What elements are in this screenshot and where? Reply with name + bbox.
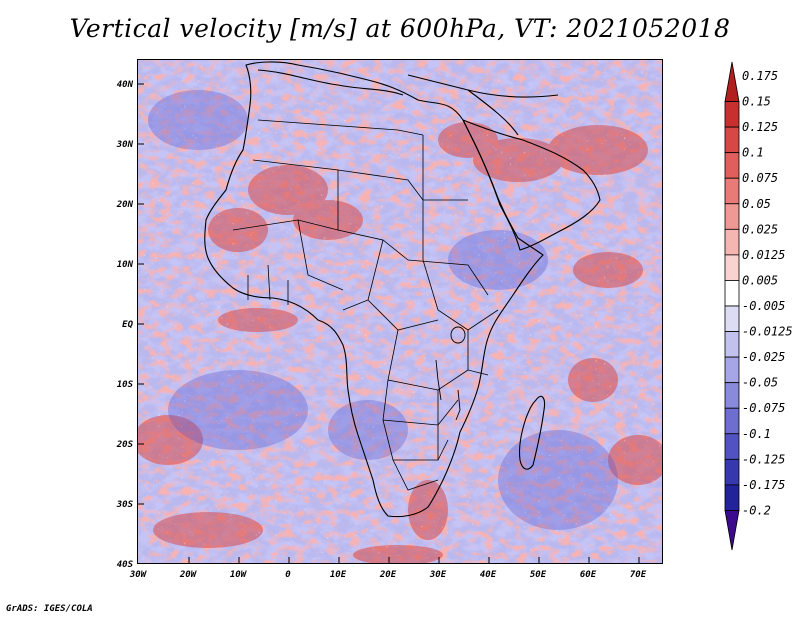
lon-label: 40E	[480, 570, 497, 580]
lat-label: 20N	[116, 200, 134, 210]
colorbar-swatch	[724, 407, 740, 435]
colorbar: 0.175 0.15 0.125 0.1 0.075 0.05 0.025 0.0125 0.0…	[724, 61, 793, 551]
colorbar-label: 0.15	[742, 95, 771, 109]
colorbar-swatch	[724, 484, 740, 511]
colorbar-label: 0.175	[742, 69, 778, 83]
lon-label: 20E	[379, 570, 397, 580]
colorbar-label: 0.1	[742, 146, 764, 160]
lon-label: 50E	[530, 570, 547, 580]
colorbar-swatch	[724, 152, 740, 179]
colorbar-swatch	[724, 177, 740, 205]
colorbar-swatch	[724, 510, 740, 551]
lon-label: 10E	[330, 570, 347, 580]
colorbar-swatch	[724, 305, 740, 332]
lat-label: 20S	[116, 440, 134, 450]
coastline	[204, 61, 601, 518]
colorbar-swatch	[724, 101, 740, 128]
lon-label: 0	[285, 570, 291, 580]
lat-label: 10N	[117, 260, 134, 270]
lon-label: 20W	[179, 570, 198, 580]
colorbar-label: 0.075	[742, 171, 778, 185]
map-title: Vertical velocity [m/s] at 600hPa, VT: 2…	[69, 14, 731, 43]
colorbar-swatch	[724, 126, 740, 154]
lon-label: 30E	[429, 570, 447, 580]
axis-ticks	[138, 83, 640, 563]
lon-label: 60E	[580, 570, 597, 580]
colorbar-label: -0.2	[742, 503, 771, 517]
colorbar-swatch	[724, 254, 740, 281]
lat-label: EQ	[122, 320, 133, 330]
colorbar-label: 0.025	[742, 222, 778, 236]
map-panel	[137, 59, 663, 564]
colorbar-swatch	[724, 203, 740, 230]
lat-label: 10S	[117, 380, 134, 390]
colorbar-label: -0.05	[742, 376, 778, 390]
lon-label: 10W	[230, 570, 248, 580]
grads-credit: GrADS: IGES/COLA	[6, 604, 93, 614]
lon-label: 70E	[630, 570, 647, 580]
colorbar-swatch	[724, 280, 740, 307]
colorbar-swatch	[724, 458, 740, 486]
colorbar-swatch	[724, 228, 740, 256]
colorbar-label: 0.0125	[742, 248, 785, 262]
colorbar-label: -0.175	[742, 478, 785, 492]
colorbar-label: -0.025	[742, 350, 785, 364]
colorbar-label: -0.1	[742, 427, 771, 441]
vertical-velocity-field	[138, 60, 662, 563]
colorbar-label: -0.005	[742, 299, 785, 313]
colorbar-label: -0.125	[742, 452, 785, 466]
colorbar-label: -0.075	[742, 401, 785, 415]
field-speckle	[138, 60, 662, 563]
colorbar-swatch	[724, 61, 740, 102]
lakes	[435, 326, 466, 421]
colorbar-swatch	[724, 433, 740, 460]
country-borders	[232, 119, 499, 491]
colorbar-swatch	[724, 356, 740, 384]
lat-label: 30N	[116, 140, 134, 150]
colorbar-label: 0.005	[742, 273, 778, 287]
colorbar-label: 0.125	[742, 120, 778, 134]
colorbar-swatch	[724, 331, 740, 358]
colorbar-swatch	[724, 382, 740, 409]
lat-label: 30S	[116, 500, 134, 510]
colorbar-label: -0.0125	[742, 325, 793, 339]
lat-label: 40N	[117, 80, 134, 90]
colorbar-label: 0.05	[742, 197, 771, 211]
lon-label: 30W	[129, 570, 148, 580]
lat-label: 40S	[117, 560, 134, 570]
